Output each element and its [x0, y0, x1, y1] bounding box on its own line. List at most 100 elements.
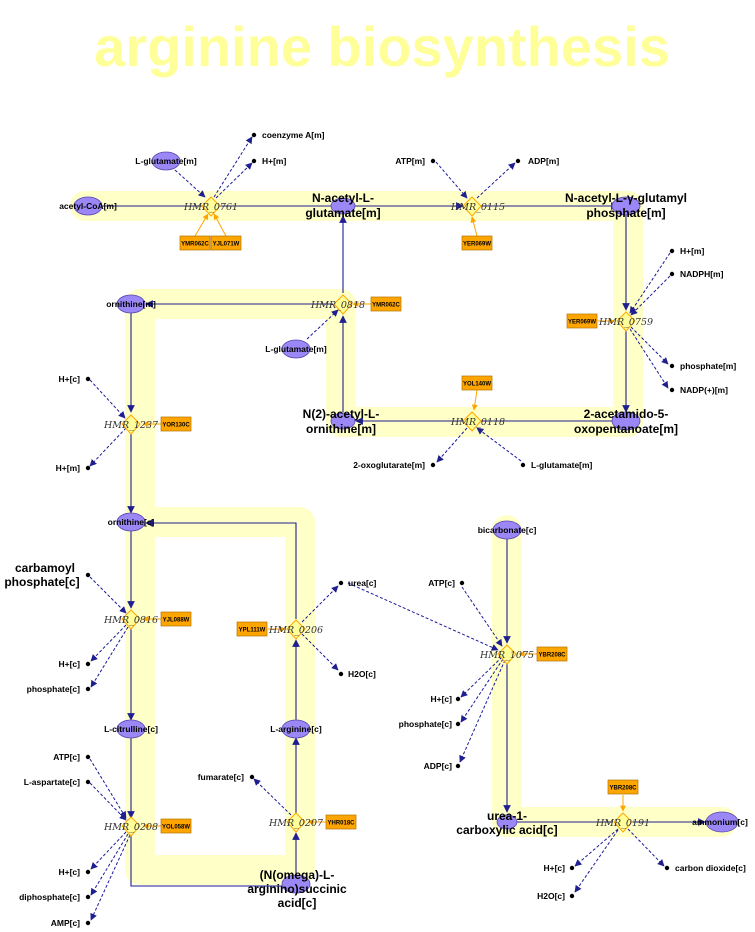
reaction-label-hmr-0818: HMR_0818	[310, 300, 365, 311]
gene-box-yol058w-0208[interactable]: YOL058W	[160, 818, 192, 834]
reaction-node-hmr-0118[interactable]	[462, 411, 482, 432]
label-ornithine-c: ornithine[c]	[108, 517, 155, 527]
metabolite-argininosuccinic-acid-c[interactable]	[281, 874, 311, 894]
gene-boxes: YMR062C YJL071W YER069W YER069W YMR062C …	[160, 235, 639, 834]
label-amp-c: AMP[c]	[51, 918, 80, 928]
gene-box-yer069w-0759[interactable]: YER069W	[566, 313, 598, 329]
gene-box-ypl111w-0206[interactable]: YPL111W	[236, 621, 268, 637]
diagram-title: arginine biosynthesis	[94, 15, 670, 78]
reaction-label-hmr-0118: HMR_0118	[450, 417, 505, 428]
label-h-c-1075: H+[c]	[431, 694, 453, 704]
reaction-node-hmr-0191[interactable]	[613, 812, 633, 833]
reaction-label-hmr-0759: HMR_0759	[598, 317, 653, 328]
reaction-labels: HMR_0761 HMR_0115 HMR_0759 HMR_0818 HMR_…	[103, 202, 653, 833]
reaction-node-hmr-0115[interactable]	[462, 196, 482, 217]
label-phosphate-c-0816: phosphate[c]	[27, 684, 81, 694]
label-acetyl-coa-m: acetyl-CoA[m]	[59, 201, 117, 211]
label-ornithine-m: ornithine[m]	[106, 299, 156, 309]
label-argsucc-line1: (N(omega)-L-	[260, 868, 335, 882]
label-l-glutamate-m-mid: L-glutamate[m]	[265, 344, 327, 354]
gene-box-ybr208c-0191[interactable]: YBR208C	[607, 779, 639, 795]
gene-box-ymr062c-0818[interactable]: YMR062C	[370, 296, 402, 312]
reaction-node-hmr-0759[interactable]	[616, 311, 636, 332]
reaction-label-hmr-0208: HMR_0208	[103, 822, 158, 833]
metabolite-ammonium-c[interactable]	[705, 811, 739, 833]
label-atp-c-1075: ATP[c]	[428, 578, 455, 588]
reaction-label-hmr-0191: HMR_0191	[595, 818, 650, 829]
label-urea1-line1: urea-1-	[487, 809, 527, 823]
metabolite-n-acetyl-gamma-glutamyl-phosphate-m[interactable]	[611, 196, 641, 216]
svg-text:YJL088W: YJL088W	[163, 618, 190, 624]
reaction-label-hmr-0207: HMR_0207	[268, 818, 324, 829]
reaction-node-hmr-0818[interactable]	[333, 294, 353, 315]
side-edges	[89, 136, 671, 921]
label-atp-c-0208: ATP[c]	[53, 752, 80, 762]
label-h-c-1237: H+[c]	[59, 374, 81, 384]
gene-box-yjl071w-0761[interactable]: YJL071W	[210, 235, 242, 251]
label-h2o-c-0206: H2O[c]	[348, 669, 376, 679]
gene-box-yhr018c-0207[interactable]: YHR018C	[325, 814, 357, 830]
metabolite-bicarbonate-c[interactable]	[492, 520, 522, 540]
metabolite-l-citrulline-c[interactable]	[116, 719, 146, 739]
label-argsucc-line3: acid[c]	[278, 896, 317, 910]
label-h-c-0191: H+[c]	[544, 863, 566, 873]
metabolite-ornithine-m[interactable]	[116, 294, 146, 314]
label-n-acetyl-gamma-line1: N-acetyl-L-γ-glutamyl	[565, 191, 687, 205]
label-l-glutamate-m-bottom: L-glutamate[m]	[531, 460, 593, 470]
label-h2o-c-0191: H2O[c]	[537, 891, 565, 901]
reaction-node-hmr-1237[interactable]	[121, 414, 141, 435]
label-l-arginine-c: L-arginine[c]	[270, 724, 322, 734]
label-adp-m: ADP[m]	[528, 156, 559, 166]
label-atp-m: ATP[m]	[395, 156, 425, 166]
label-l-citrulline-c: L-citrulline[c]	[104, 724, 158, 734]
svg-text:YHR018C: YHR018C	[327, 821, 355, 827]
metabolite-ornithine-c[interactable]	[116, 512, 146, 532]
metabolite-urea-1-carboxylic-acid-c[interactable]	[496, 814, 518, 830]
reaction-label-hmr-0115: HMR_0115	[450, 202, 505, 213]
label-carbamoyl-line1: carbamoyl	[15, 561, 75, 575]
label-adp-c: ADP[c]	[424, 761, 453, 771]
svg-text:YOR130C: YOR130C	[162, 423, 190, 429]
reaction-node-hmr-0816[interactable]	[121, 609, 141, 630]
svg-text:YPL111W: YPL111W	[239, 628, 266, 634]
reaction-node-hmr-1075[interactable]	[497, 644, 517, 665]
gene-box-ymr062c-0761[interactable]: YMR062C	[179, 235, 211, 251]
svg-text:YER069W: YER069W	[463, 242, 491, 248]
label-n-acetyl-l-glutamate-line2: glutamate[m]	[305, 206, 380, 220]
gene-box-yjl088w-0816[interactable]: YJL088W	[160, 611, 192, 627]
label-fumarate-c: fumarate[c]	[198, 772, 244, 782]
metabolite-l-arginine-c[interactable]	[281, 719, 311, 739]
label-n2-acetyl-line2: ornithine[m]	[306, 422, 376, 436]
metabolite-l-glutamate-m-2[interactable]	[281, 339, 311, 359]
band-urea-carboxylase	[492, 515, 737, 837]
reaction-label-hmr-0761: HMR_0761	[183, 202, 238, 213]
metabolite-l-glutamate-m[interactable]	[151, 151, 181, 171]
label-h-m-right: H+[m]	[680, 246, 704, 256]
metabolite-n-acetyl-l-glutamate-m[interactable]	[330, 197, 356, 215]
reaction-node-hmr-0206[interactable]	[286, 619, 306, 640]
label-coenzyme-a-m: coenzyme A[m]	[262, 130, 325, 140]
metabolite-labels: acetyl-CoA[m] L-glutamate[m] coenzyme A[…	[4, 130, 748, 928]
label-n-acetyl-gamma-line2: phosphate[m]	[586, 206, 665, 220]
gene-box-yer069w-0115[interactable]: YER069W	[461, 235, 493, 251]
metabolite-acetyl-coa-m[interactable]	[73, 196, 103, 216]
svg-text:YOL058W: YOL058W	[162, 825, 190, 831]
label-acetamido-line2: oxopentanoate[m]	[574, 422, 678, 436]
label-l-aspartate-c: L-aspartate[c]	[24, 777, 80, 787]
reaction-node-hmr-0207[interactable]	[286, 812, 306, 833]
label-n-acetyl-l-glutamate-line1: N-acetyl-L-	[312, 191, 374, 205]
gene-box-ybr208c-1075[interactable]: YBR208C	[536, 646, 568, 662]
metabolite-n2-acetyl-ornithine-m[interactable]	[330, 412, 356, 430]
reaction-label-hmr-0816: HMR_0816	[103, 615, 158, 626]
main-edges	[100, 196, 706, 887]
reaction-node-hmr-0208[interactable]	[121, 816, 141, 837]
gene-box-yor130c-1237[interactable]: YOR130C	[160, 416, 192, 432]
label-diphosphate-c: diphosphate[c]	[19, 892, 80, 902]
reaction-node-hmr-0761[interactable]	[201, 196, 221, 217]
label-nadph-m: NADPH[m]	[680, 269, 724, 279]
metabolite-2-acetamido-5-oxopentanoate-m[interactable]	[611, 411, 641, 431]
svg-text:YMR062C: YMR062C	[181, 242, 209, 248]
gene-box-yol140w-0118[interactable]: YOL140W	[461, 375, 493, 391]
